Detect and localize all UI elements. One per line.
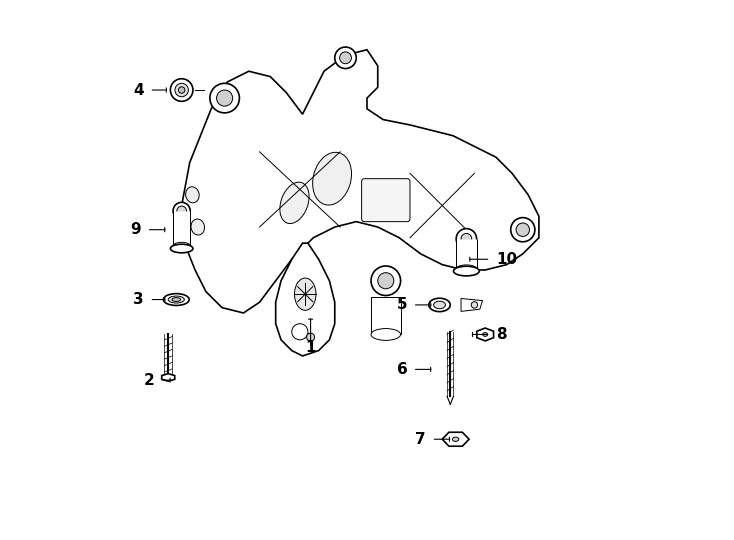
Ellipse shape [340,52,352,64]
Ellipse shape [483,333,487,336]
Ellipse shape [170,244,193,253]
Polygon shape [161,374,175,381]
Ellipse shape [177,206,186,216]
Text: 8: 8 [496,327,506,342]
Ellipse shape [516,223,529,237]
Polygon shape [456,239,476,269]
Ellipse shape [172,298,181,301]
Ellipse shape [429,298,450,312]
Text: 10: 10 [496,252,517,267]
Ellipse shape [452,437,459,441]
Ellipse shape [371,266,401,295]
Ellipse shape [461,233,472,244]
Text: 4: 4 [134,83,144,98]
Ellipse shape [434,301,446,309]
Ellipse shape [178,87,185,93]
Ellipse shape [210,83,239,113]
Polygon shape [173,211,190,246]
Ellipse shape [456,228,476,249]
Ellipse shape [335,47,356,69]
Ellipse shape [280,182,309,224]
Ellipse shape [173,242,190,249]
Ellipse shape [294,278,316,310]
Ellipse shape [378,273,394,289]
FancyBboxPatch shape [362,179,410,221]
Ellipse shape [164,294,189,306]
Text: 6: 6 [396,362,407,377]
Ellipse shape [454,266,479,276]
Text: 9: 9 [131,222,142,237]
Ellipse shape [456,265,476,273]
Text: 2: 2 [144,373,155,388]
Text: 7: 7 [415,431,426,447]
Ellipse shape [173,202,190,219]
Text: 3: 3 [134,292,144,307]
Ellipse shape [175,83,189,97]
Ellipse shape [307,333,315,341]
Polygon shape [442,432,469,446]
Ellipse shape [217,90,233,106]
Text: 5: 5 [396,298,407,313]
Ellipse shape [371,328,401,340]
Polygon shape [461,299,482,312]
Ellipse shape [191,219,205,235]
Ellipse shape [170,79,193,102]
Polygon shape [181,50,539,313]
Polygon shape [371,297,401,334]
Ellipse shape [186,187,199,203]
Ellipse shape [511,218,535,242]
Polygon shape [477,328,493,341]
Text: 1: 1 [305,340,316,355]
Polygon shape [276,243,335,356]
Ellipse shape [471,302,478,308]
Ellipse shape [168,296,184,303]
Ellipse shape [313,152,352,205]
Ellipse shape [292,323,308,340]
